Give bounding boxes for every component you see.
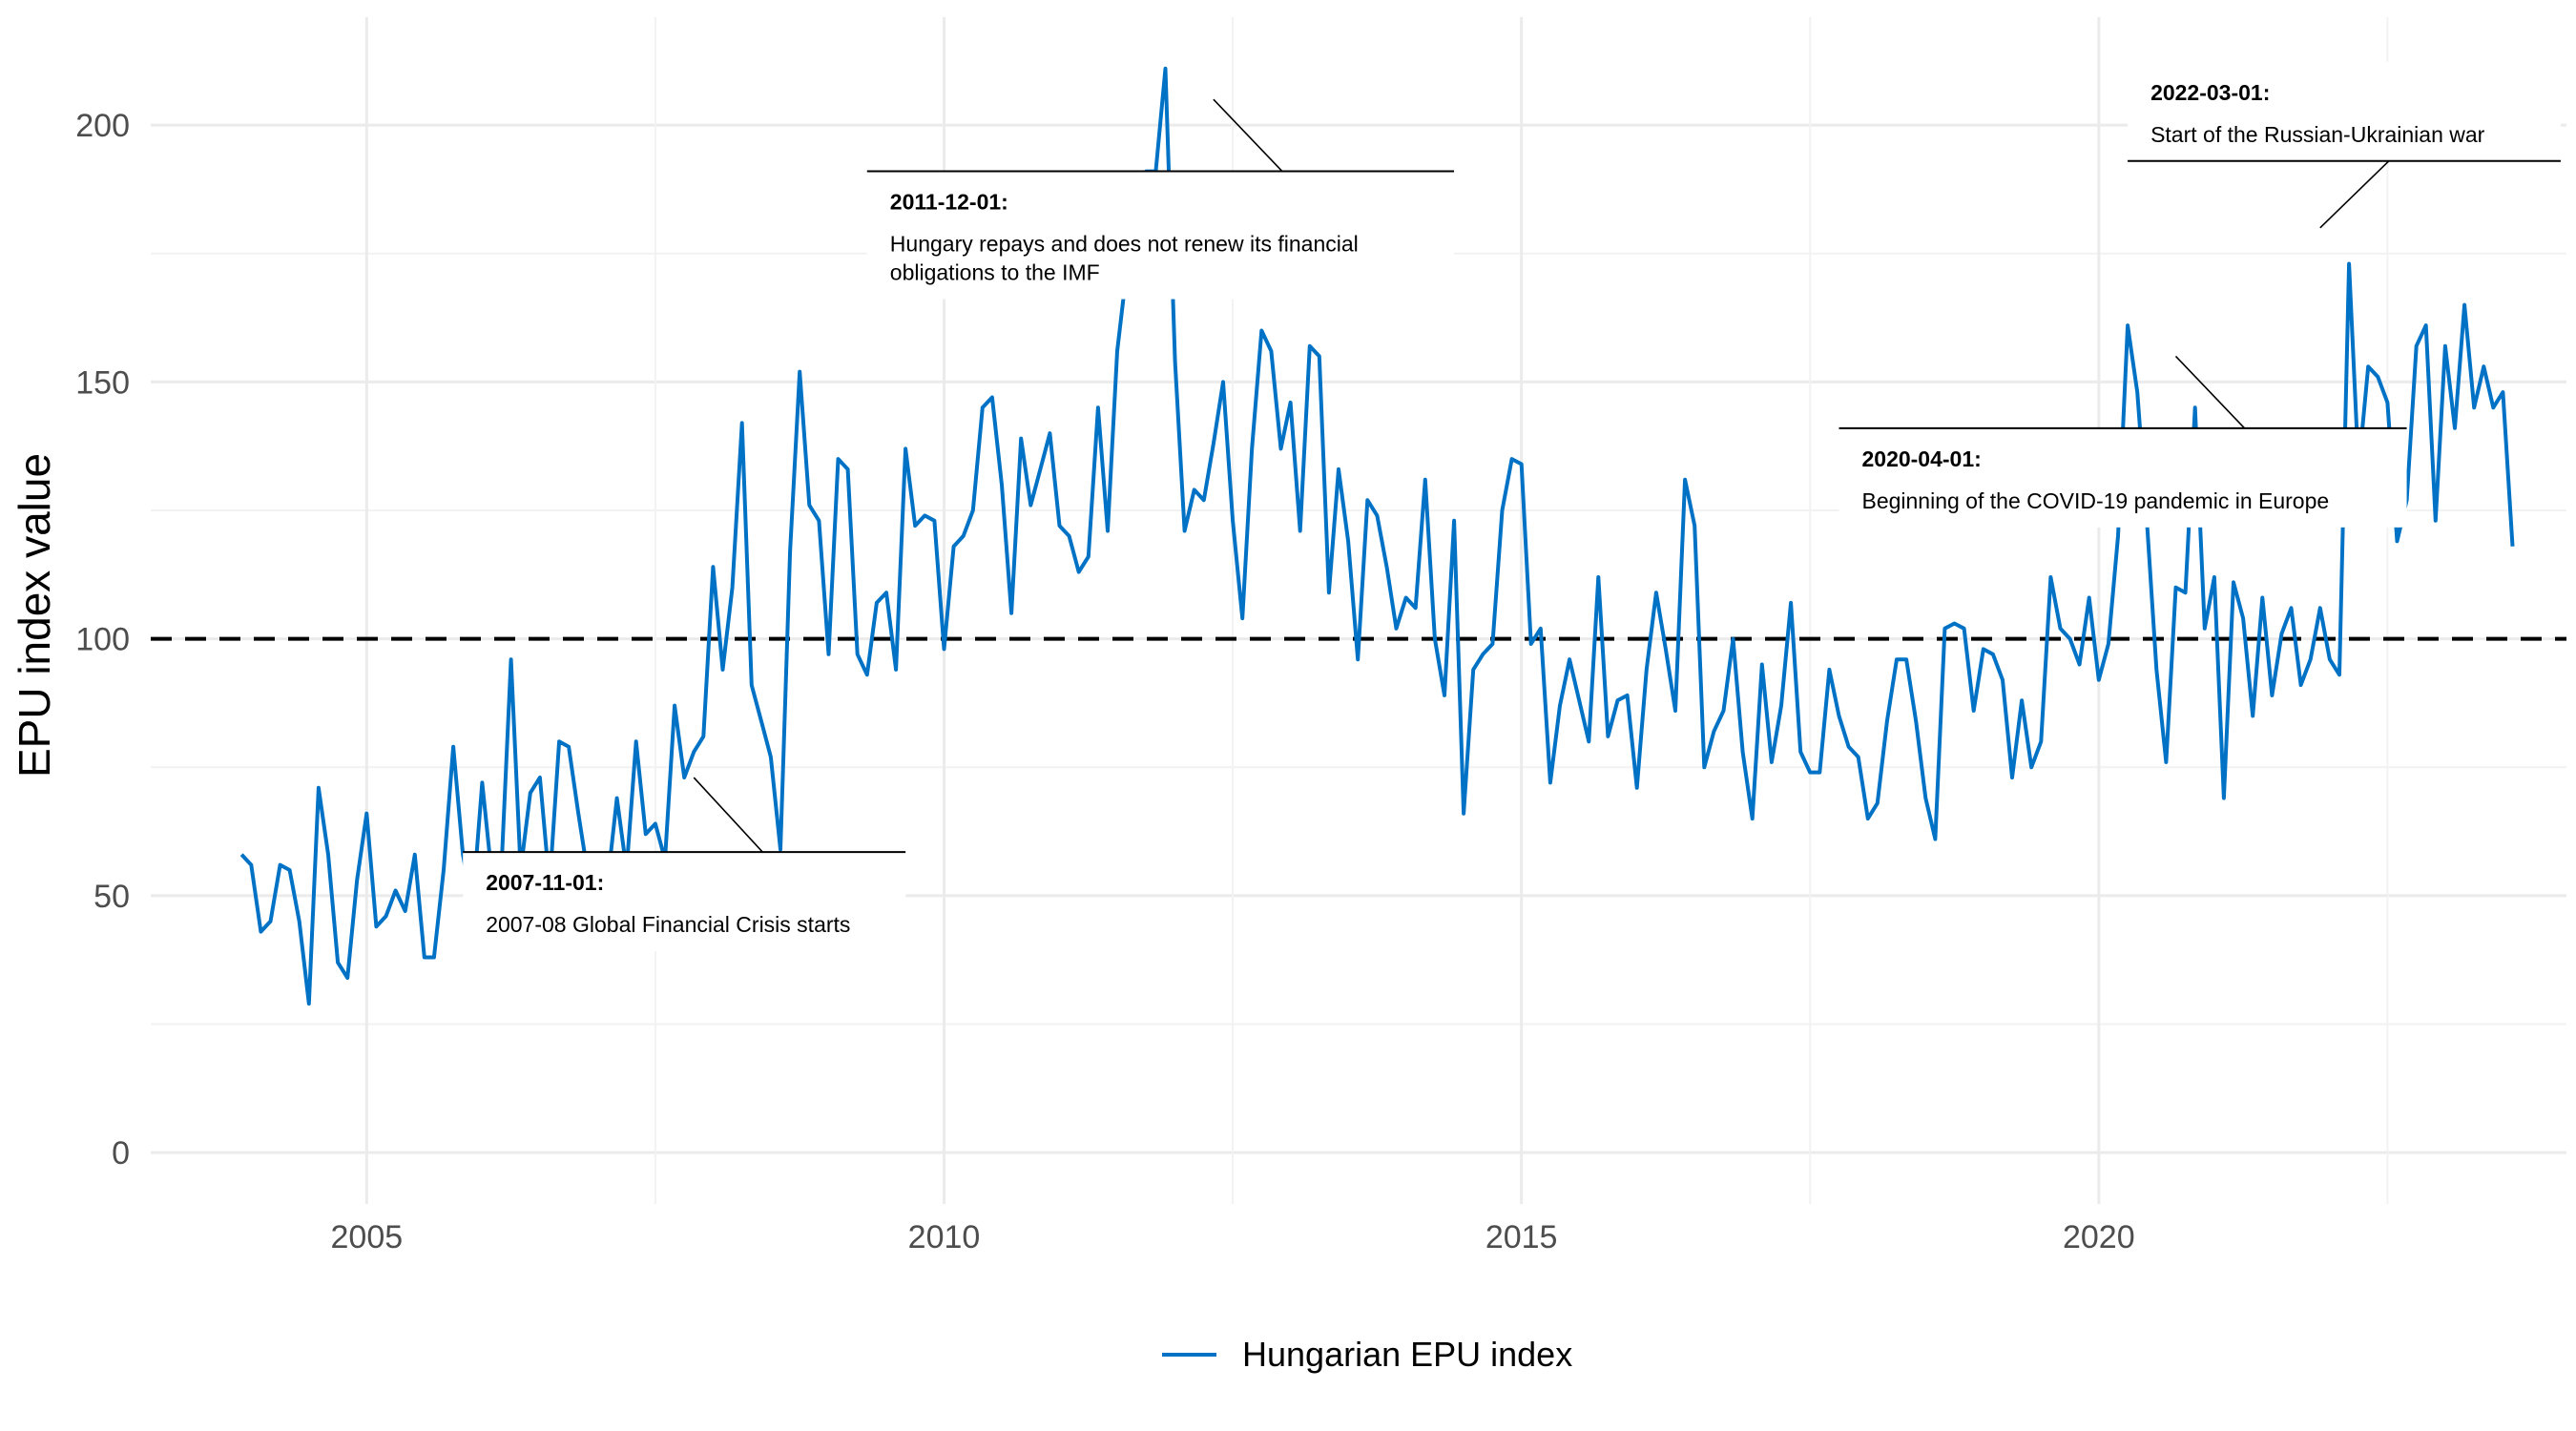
annotation-box	[1839, 427, 2407, 528]
annotation-text: Hungary repays and does not renew its fi…	[890, 232, 1359, 257]
y-tick-label: 150	[75, 364, 130, 401]
series-line-epu	[239, 66, 2515, 1006]
axis-labels: 0 50 100 150 200 2005 2010 2015 2020	[75, 108, 2134, 1255]
annotation-date: 2011-12-01:	[890, 190, 1008, 215]
annotation-text: Start of the Russian-Ukrainian war	[2150, 122, 2485, 147]
annotation-leader-line	[1213, 98, 1283, 173]
annotations-group: 2007-11-01: 2007-08 Global Financial Cris…	[463, 61, 2561, 952]
y-tick-label: 100	[75, 622, 130, 658]
annotation-leader-line	[2319, 160, 2390, 229]
legend-label: Hungarian EPU index	[1242, 1335, 1572, 1374]
annotation-leader-line	[2174, 355, 2246, 429]
annotation-date: 2022-03-01:	[2150, 80, 2270, 105]
y-tick-label: 0	[112, 1135, 130, 1172]
annotation: 2007-11-01: 2007-08 Global Financial Cris…	[463, 777, 906, 952]
annotation-text: obligations to the IMF	[890, 260, 1100, 285]
annotation: 2011-12-01: Hungary repays and does not r…	[866, 98, 1455, 300]
x-tick-label: 2010	[908, 1219, 981, 1255]
annotation-box	[463, 852, 906, 952]
x-tick-label: 2020	[2063, 1219, 2135, 1255]
x-tick-label: 2015	[1485, 1219, 1558, 1255]
y-tick-label: 200	[75, 108, 130, 144]
annotation-text: Beginning of the COVID-19 pandemic in Eu…	[1861, 488, 2329, 513]
annotation-box	[866, 171, 1455, 300]
annotation: 2020-04-01: Beginning of the COVID-19 pan…	[1839, 355, 2407, 528]
annotation-box	[2128, 61, 2561, 161]
series-group	[239, 66, 2515, 1006]
annotation-date: 2020-04-01:	[1861, 446, 1981, 471]
y-tick-label: 50	[93, 879, 130, 915]
x-tick-label: 2005	[331, 1219, 404, 1255]
annotation-text: 2007-08 Global Financial Crisis starts	[486, 912, 850, 937]
annotation: 2022-03-01: Start of the Russian-Ukrainia…	[2128, 61, 2561, 229]
annotation-date: 2007-11-01:	[486, 870, 604, 895]
y-axis-title: EPU index value	[10, 453, 59, 778]
legend: Hungarian EPU index	[1162, 1335, 1572, 1374]
annotation-leader-line	[693, 777, 763, 853]
